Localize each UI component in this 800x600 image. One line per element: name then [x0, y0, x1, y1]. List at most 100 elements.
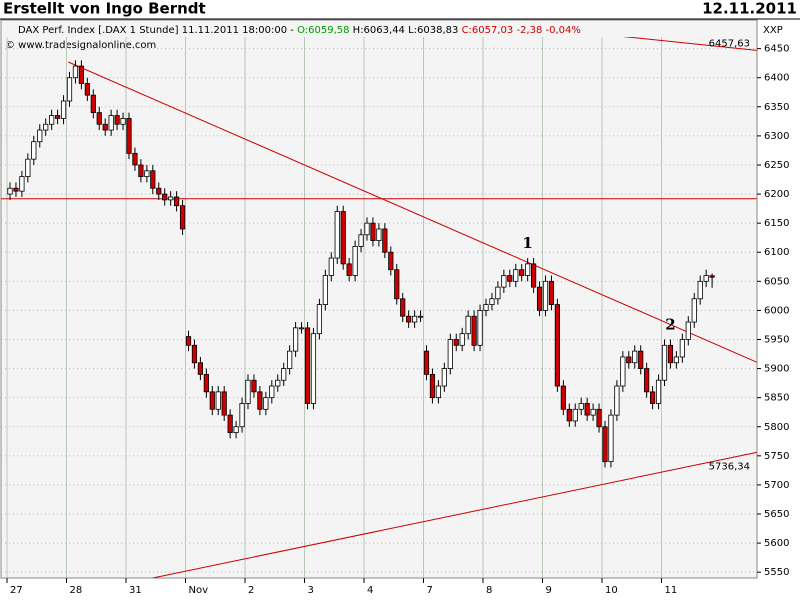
candle-body: [150, 170, 156, 189]
x-tick-label: 2: [248, 585, 254, 596]
candle-body: [483, 304, 489, 311]
candle-body: [400, 298, 406, 317]
candle-body: [310, 333, 317, 404]
candle-body: [102, 123, 108, 131]
plot-layer: [1, 37, 757, 578]
candle-body: [126, 118, 132, 154]
candle-body: [536, 286, 543, 311]
x-tick-label: 31: [129, 585, 142, 596]
candle-body: [614, 385, 620, 416]
trendline-label: 6457,63: [709, 38, 750, 49]
info-close: C:6057,03 -2,38 -0,04%: [462, 25, 581, 36]
candle-body: [465, 315, 471, 335]
y-tick-label: 6250: [764, 160, 789, 171]
trendline-label: 5736,34: [709, 461, 750, 472]
candle-body: [322, 275, 328, 305]
candle-body: [650, 391, 656, 404]
candle-body: [162, 193, 168, 201]
info-highlow: H:6063,44 L:6038,83: [353, 25, 459, 36]
candle-body: [25, 158, 31, 178]
y-tick-label: 6150: [764, 218, 789, 229]
candle-body: [203, 373, 209, 393]
candle-body: [287, 350, 293, 369]
y-tick-label: 5650: [764, 509, 789, 520]
candle-body: [406, 315, 412, 323]
candle-body: [590, 408, 596, 416]
trendline: [622, 37, 757, 51]
x-tick-label: Nov: [189, 585, 209, 596]
candle-body: [477, 310, 483, 346]
candle-body: [156, 187, 162, 195]
y-tick-label: 6000: [764, 305, 789, 316]
candle-body: [370, 222, 376, 242]
candle-body: [501, 275, 507, 288]
candle-body: [685, 321, 691, 340]
x-tick-label: 9: [546, 585, 552, 596]
candle-body: [84, 83, 90, 96]
candle-body: [382, 228, 388, 253]
candle-body: [709, 275, 715, 278]
candle-body: [620, 356, 626, 387]
candle-body: [703, 275, 709, 282]
candle-body: [596, 408, 602, 428]
candle-body: [66, 77, 73, 102]
candle-body: [489, 298, 495, 305]
candle-body: [31, 141, 37, 160]
candle-body: [19, 176, 25, 192]
candle-body: [644, 368, 650, 393]
candle-body: [525, 263, 531, 276]
candle-body: [191, 344, 198, 364]
trendline: [152, 451, 757, 578]
candle-body: [655, 379, 662, 404]
candle-body: [37, 129, 43, 143]
candle-body: [667, 344, 674, 364]
candle-body: [132, 152, 138, 166]
candle-body: [13, 187, 19, 192]
candle-body: [453, 339, 459, 346]
candle-body: [334, 211, 340, 259]
candle-body: [673, 356, 680, 364]
candle-body: [179, 205, 186, 230]
y-tick-label: 6200: [764, 189, 789, 200]
candle-body: [328, 257, 334, 276]
x-tick-label: 27: [10, 585, 23, 596]
candle-body: [215, 391, 221, 410]
candle-body: [578, 403, 584, 410]
candle-body: [626, 356, 632, 364]
candle-body: [602, 426, 608, 463]
candle-body: [697, 280, 703, 300]
candle-body: [7, 187, 13, 195]
candle-body: [519, 269, 525, 276]
candle-body: [352, 246, 358, 276]
axis-label: XXP: [763, 25, 783, 36]
candle-body: [340, 211, 346, 265]
candle-body: [679, 339, 685, 358]
annotation: 1: [522, 234, 532, 252]
candle-body: [376, 228, 382, 242]
y-tick-label: 6300: [764, 131, 789, 142]
candle-body: [429, 373, 436, 399]
y-tick-label: 5600: [764, 538, 789, 549]
candle-body: [197, 362, 203, 375]
x-tick-label: 3: [308, 585, 314, 596]
candle-body: [435, 385, 442, 399]
y-tick-label: 5800: [764, 422, 789, 433]
y-tick-label: 6400: [764, 73, 789, 84]
candle-body: [638, 350, 644, 369]
info-open: O:6059,58: [297, 25, 349, 36]
candle-body: [584, 403, 590, 416]
candle-body: [513, 269, 519, 282]
candle-body: [471, 315, 477, 346]
annotation: 2: [665, 315, 675, 333]
y-tick-label: 5900: [764, 364, 789, 375]
candle-body: [447, 339, 453, 369]
plot-area: [0, 19, 758, 579]
candle-body: [114, 115, 120, 125]
y-tick-label: 6100: [764, 247, 789, 258]
candle-body: [632, 350, 638, 364]
candle-body: [108, 115, 114, 131]
candle-body: [608, 414, 614, 463]
y-tick-label: 6450: [764, 44, 789, 55]
candle-body: [566, 408, 572, 422]
candle-body: [531, 263, 537, 288]
